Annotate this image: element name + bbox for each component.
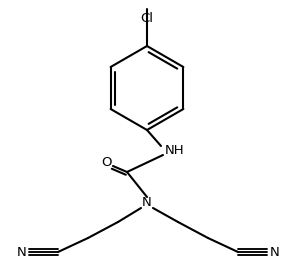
Text: N: N [16, 245, 26, 259]
Text: N: N [270, 245, 280, 259]
Text: N: N [142, 197, 152, 210]
Text: O: O [101, 157, 111, 170]
Text: NH: NH [165, 143, 185, 157]
Text: Cl: Cl [141, 12, 153, 25]
